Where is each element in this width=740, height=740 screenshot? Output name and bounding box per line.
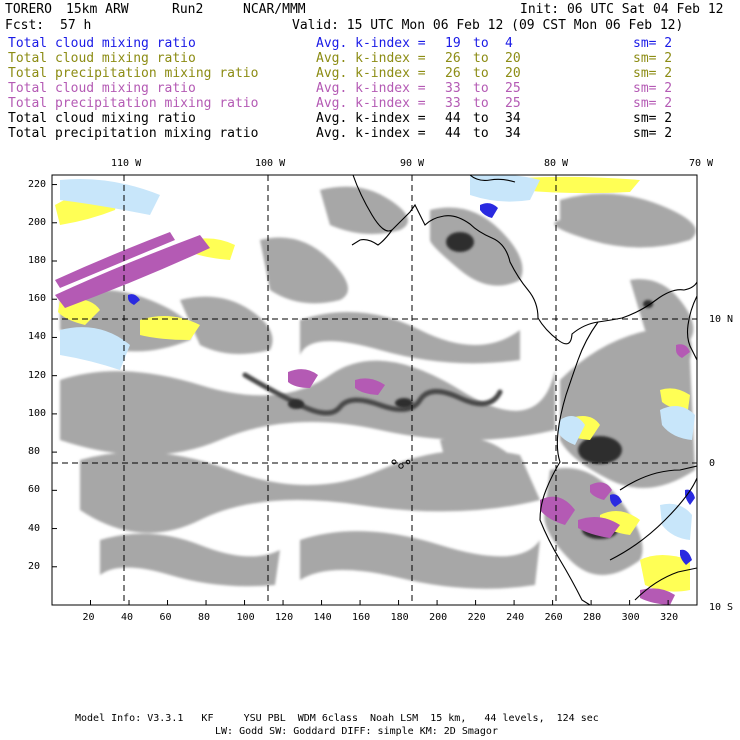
legend-field: Total precipitation mixing ratio <box>8 66 259 81</box>
x-tick-label: 200 <box>429 612 448 623</box>
y-tick-label: 200 <box>28 216 47 228</box>
model-name: TORERO <box>5 2 52 17</box>
legend-from: 44 <box>445 126 461 141</box>
lon-label-80w: 80 W <box>544 158 569 169</box>
footer-model-info: Model Info: V3.3.1 KF YSU PBL WDM 6class… <box>75 713 599 724</box>
legend-smoothing: sm= 2 <box>633 81 673 96</box>
legend-smoothing: sm= 2 <box>633 36 673 51</box>
x-tick-label: 320 <box>660 612 679 623</box>
y-tick-label: 140 <box>28 331 47 343</box>
lon-label-90w: 90 W <box>400 158 425 169</box>
model-run: Run2 <box>172 2 204 17</box>
legend-to-word: to <box>473 96 489 111</box>
plot-frame <box>51 174 698 606</box>
legend-to-word: to <box>473 111 489 126</box>
x-tick-label: 40 <box>121 612 134 623</box>
init-time: Init: 06 UTC Sat 04 Feb 12 <box>520 2 724 17</box>
legend-to: 4 <box>505 36 513 51</box>
legend-from: 33 <box>445 96 461 111</box>
y-tick-label: 160 <box>28 293 47 305</box>
legend-field: Total cloud mixing ratio <box>8 51 196 66</box>
legend-field: Total cloud mixing ratio <box>8 81 196 96</box>
legend-kindex: Avg. k-index = <box>316 96 426 111</box>
legend-kindex: Avg. k-index = <box>316 111 426 126</box>
x-tick-label: 280 <box>583 612 602 623</box>
legend-field: Total precipitation mixing ratio <box>8 126 259 141</box>
valid-time: Valid: 15 UTC Mon 06 Feb 12 (09 CST Mon … <box>292 18 684 33</box>
x-tick-label: 260 <box>544 612 563 623</box>
lon-label-110w: 110 W <box>111 158 142 169</box>
model-org: NCAR/MMM <box>243 2 306 17</box>
legend-from: 26 <box>445 51 461 66</box>
lat-label-0: 0 <box>709 458 716 469</box>
legend-smoothing: sm= 2 <box>633 96 673 111</box>
legend-smoothing: sm= 2 <box>633 66 673 81</box>
cloud-field-blue <box>128 203 695 565</box>
latlon-grid <box>52 175 697 605</box>
legend-to-word: to <box>473 126 489 141</box>
lon-label-70w: 70 W <box>689 158 714 169</box>
y-tick-label: 120 <box>28 369 47 381</box>
legend-to: 25 <box>505 81 521 96</box>
legend-field: Total cloud mixing ratio <box>8 111 196 126</box>
forecast-label: Fcst: <box>5 18 45 33</box>
y-tick-label: 40 <box>28 522 41 534</box>
model-resolution: 15km ARW <box>66 2 129 17</box>
legend-smoothing: sm= 2 <box>633 126 673 141</box>
legend-to: 20 <box>505 66 521 81</box>
legend-field: Total precipitation mixing ratio <box>8 96 259 111</box>
legend-from: 33 <box>445 81 461 96</box>
x-tick-label: 100 <box>236 612 255 623</box>
y-tick-label: 100 <box>28 407 47 419</box>
lat-label-10n: 10 N <box>709 314 734 325</box>
legend-to-word: to <box>473 36 489 51</box>
y-axis-ticks <box>52 184 57 568</box>
legend-to-word: to <box>473 81 489 96</box>
y-tick-label: 220 <box>28 178 47 190</box>
legend-to-word: to <box>473 51 489 66</box>
coastlines <box>351 175 697 605</box>
cloud-field-purple <box>55 232 690 605</box>
legend-smoothing: sm= 2 <box>633 111 673 126</box>
cloud-field-lightblue <box>60 175 695 540</box>
x-tick-label: 80 <box>198 612 211 623</box>
x-tick-label: 120 <box>275 612 294 623</box>
legend-from: 26 <box>445 66 461 81</box>
legend-kindex: Avg. k-index = <box>316 126 426 141</box>
galapagos-islands <box>391 459 411 469</box>
lat-label-10s: 10 S <box>709 602 734 613</box>
y-tick-label: 20 <box>28 560 41 572</box>
y-tick-label: 80 <box>28 446 41 458</box>
legend-kindex: Avg. k-index = <box>316 66 426 81</box>
x-tick-label: 160 <box>352 612 371 623</box>
legend-to: 20 <box>505 51 521 66</box>
legend-from: 44 <box>445 111 461 126</box>
legend-kindex: Avg. k-index = <box>316 81 426 96</box>
y-tick-label: 180 <box>28 255 47 266</box>
legend-field: Total cloud mixing ratio <box>8 36 196 51</box>
legend-to: 34 <box>505 126 521 141</box>
x-tick-label: 20 <box>82 612 95 623</box>
legend-smoothing: sm= 2 <box>633 51 673 66</box>
lon-label-100w: 100 W <box>255 158 286 169</box>
legend-to: 34 <box>505 111 521 126</box>
footer-physics-info: LW: Godd SW: Goddard DIFF: simple KM: 2D… <box>215 726 498 737</box>
x-axis-ticks <box>90 600 669 605</box>
x-tick-label: 60 <box>159 612 172 623</box>
legend-from: 19 <box>445 36 461 51</box>
x-tick-label: 300 <box>621 612 640 623</box>
legend-kindex: Avg. k-index = <box>316 51 426 66</box>
y-tick-label: 60 <box>28 484 41 496</box>
legend-to: 25 <box>505 96 521 111</box>
legend-kindex: Avg. k-index = <box>316 36 426 51</box>
x-tick-label: 180 <box>390 612 409 623</box>
x-tick-label: 140 <box>313 612 332 623</box>
forecast-hours: 57 h <box>60 18 92 33</box>
x-tick-label: 220 <box>467 612 486 623</box>
x-tick-label: 240 <box>506 612 525 623</box>
legend-to-word: to <box>473 66 489 81</box>
